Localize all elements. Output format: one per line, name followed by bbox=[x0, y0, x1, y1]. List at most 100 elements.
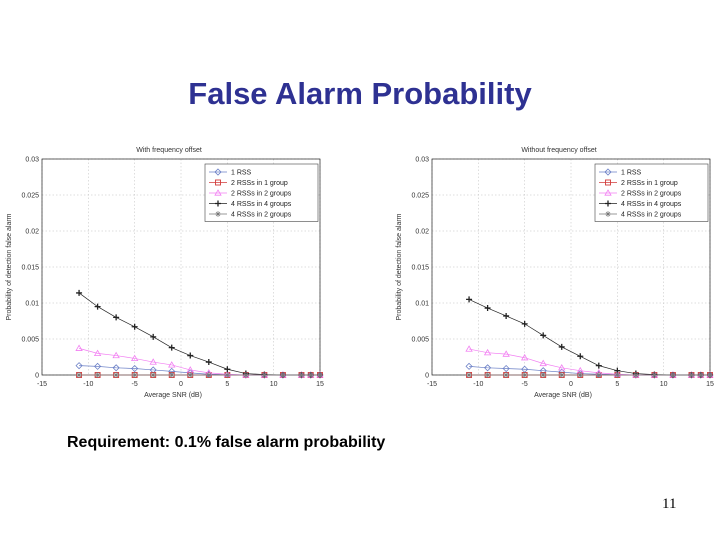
chart-1-ytick-1: 0.005 bbox=[411, 337, 429, 344]
chart-1-series-3-point-0 bbox=[466, 296, 473, 303]
chart-0-xtick-0: -15 bbox=[37, 381, 47, 388]
chart-1-xtick-2: -5 bbox=[522, 381, 528, 388]
chart-0-series-4-point-7 bbox=[205, 372, 212, 378]
chart-0-series-4-point-0 bbox=[76, 372, 83, 378]
chart-1-series-2-point-1 bbox=[483, 348, 492, 356]
chart-1-series-2 bbox=[465, 345, 714, 378]
chart-0-series-2-point-3 bbox=[130, 354, 139, 362]
chart-1-legend-marker-0 bbox=[604, 168, 612, 176]
chart-1-series-3-point-1 bbox=[484, 305, 491, 312]
chart-1-series-4-point-6 bbox=[577, 372, 584, 378]
chart-1-series-4-point-12 bbox=[688, 372, 695, 378]
chart-0-legend-marker-4 bbox=[215, 211, 221, 217]
chart-0-xtick-4: 5 bbox=[225, 381, 229, 388]
chart-0-legend-label-3: 4 RSSs in 4 groups bbox=[231, 201, 292, 208]
chart-1-series-3-line bbox=[468, 299, 710, 376]
chart-0-svg: With frequency offset -15 -10 -5 0 5 10 15 0 0.00… bbox=[6, 147, 324, 399]
chart-0-series-2-point-4 bbox=[149, 358, 157, 365]
chart-1-series-3-point-3 bbox=[521, 320, 528, 327]
chart-0-series-4-point-1 bbox=[94, 372, 101, 378]
chart-0-xtick-1: -10 bbox=[83, 381, 93, 388]
chart-0-series-4-point-10 bbox=[261, 372, 268, 378]
chart-1-ylabel: Probability of detection false alarm bbox=[396, 213, 403, 320]
slide-title: False Alarm Probability bbox=[188, 76, 532, 111]
chart-0-legend-label-2: 2 RSSs in 2 groups bbox=[231, 191, 292, 198]
chart-0-series-3-point-4 bbox=[150, 333, 157, 340]
chart-1-ytick-5: 0.025 bbox=[411, 193, 429, 200]
chart-1-series-0-point-2 bbox=[502, 364, 510, 373]
chart-1-series-4-point-2 bbox=[503, 372, 510, 378]
chart-1-ytick-4: 0.02 bbox=[415, 229, 429, 236]
chart-1-series-3-point-4 bbox=[540, 332, 547, 339]
chart-with-frequency-offset: With frequency offset -15 -10 -5 0 5 10 15 0 0.00… bbox=[2, 140, 332, 415]
chart-1-series-4-point-11 bbox=[669, 372, 676, 378]
chart-0-ytick-0: 0 bbox=[35, 373, 39, 380]
chart-0-legend-label-4: 4 RSSs in 2 groups bbox=[231, 212, 292, 219]
page-number: 11 bbox=[662, 496, 677, 512]
chart-0-series-3-point-3 bbox=[131, 323, 138, 330]
chart-0-series-4-point-4 bbox=[150, 372, 157, 378]
chart-0-series-4-point-13 bbox=[307, 372, 314, 378]
chart-0-series-2-point-0 bbox=[75, 344, 83, 351]
chart-0-series-4-point-9 bbox=[242, 372, 249, 378]
chart-0-series-4-point-11 bbox=[279, 372, 286, 378]
chart-0-ytick-3: 0.015 bbox=[21, 265, 39, 272]
chart-1-ytick-2: 0.01 bbox=[415, 301, 429, 308]
chart-0-series-3-point-5 bbox=[168, 344, 175, 351]
chart-0-ylabel: Probability of detection false alarm bbox=[6, 213, 13, 320]
chart-0-series-0-point-3 bbox=[131, 364, 139, 373]
chart-1-xtick-6: 15 bbox=[706, 381, 714, 388]
chart-1-legend-label-3: 4 RSSs in 4 groups bbox=[621, 201, 682, 208]
chart-without-frequency-offset: Without frequency offset -15 -10 -5 0 5 10 15 0 0… bbox=[392, 140, 720, 415]
chart-0-ytick-6: 0.03 bbox=[25, 157, 39, 164]
chart-1-series-4-point-10 bbox=[651, 372, 658, 378]
chart-1-series-4-point-9 bbox=[632, 372, 639, 378]
chart-0-series-3-point-0 bbox=[76, 289, 83, 296]
chart-0-ytick-1: 0.005 bbox=[21, 337, 39, 344]
chart-1-series-4-point-8 bbox=[614, 372, 621, 378]
chart-0-series-4-point-2 bbox=[113, 372, 120, 378]
chart-1-legend-marker-4 bbox=[605, 211, 611, 217]
chart-0-series-2-point-1 bbox=[93, 349, 102, 357]
chart-0-series-4-point-5 bbox=[168, 372, 175, 378]
chart-0-ytick-4: 0.02 bbox=[25, 229, 39, 236]
chart-1-legend-marker-1 bbox=[605, 179, 611, 186]
chart-1-legend-marker-2 bbox=[604, 189, 612, 196]
chart-0-series-0-point-2 bbox=[112, 364, 120, 372]
chart-0-series-3-point-6 bbox=[187, 352, 194, 359]
chart-0-ytick-5: 0.025 bbox=[21, 193, 39, 200]
chart-1-series-2-point-2 bbox=[502, 350, 510, 357]
chart-1-series-3-point-6 bbox=[577, 353, 584, 360]
chart-0-xtick-2: -5 bbox=[132, 381, 138, 388]
chart-1-ytick-0: 0 bbox=[425, 373, 429, 380]
chart-1-series-4-point-5 bbox=[558, 372, 565, 378]
chart-1-legend-marker-3 bbox=[605, 200, 611, 207]
chart-0-series-2-line bbox=[78, 348, 320, 376]
chart-1-series-0 bbox=[465, 362, 714, 379]
chart-0-legend-marker-0 bbox=[214, 168, 222, 176]
chart-1-legend-label-2: 2 RSSs in 2 groups bbox=[621, 191, 682, 198]
chart-0-series-2 bbox=[75, 344, 324, 378]
chart-1-series-4-point-0 bbox=[466, 372, 473, 378]
chart-0-xtick-3: 0 bbox=[179, 381, 183, 388]
chart-1-series-4-point-13 bbox=[697, 372, 704, 378]
chart-0-series-3-point-1 bbox=[94, 303, 101, 310]
chart-0-title: With frequency offset bbox=[136, 147, 202, 154]
chart-1-series-4-point-14 bbox=[707, 372, 713, 378]
chart-0-ytick-2: 0.01 bbox=[25, 301, 39, 308]
chart-1-svg: Without frequency offset -15 -10 -5 0 5 10 15 0 0… bbox=[396, 147, 714, 399]
chart-0-series-4-point-12 bbox=[298, 372, 305, 378]
chart-1-series-0-point-0 bbox=[465, 362, 473, 370]
chart-1-title: Without frequency offset bbox=[521, 147, 596, 154]
chart-1-series-3-point-5 bbox=[558, 343, 565, 350]
chart-0-series-4-point-14 bbox=[317, 372, 323, 378]
chart-1-legend: 1 RSS 2 RSSs in 1 group 2 RSSs in 2 groups… bbox=[594, 163, 709, 222]
chart-1-legend-label-4: 4 RSSs in 2 groups bbox=[621, 212, 682, 219]
chart-0-legend-marker-3 bbox=[215, 200, 221, 207]
chart-0-series-4-point-8 bbox=[224, 372, 231, 378]
chart-0-legend-label-0: 1 RSS bbox=[231, 170, 252, 177]
chart-1-xtick-1: -10 bbox=[473, 381, 483, 388]
chart-0-xtick-5: 10 bbox=[270, 381, 278, 388]
chart-0-xtick-6: 15 bbox=[316, 381, 324, 388]
chart-1-series-2-point-4 bbox=[539, 359, 547, 367]
